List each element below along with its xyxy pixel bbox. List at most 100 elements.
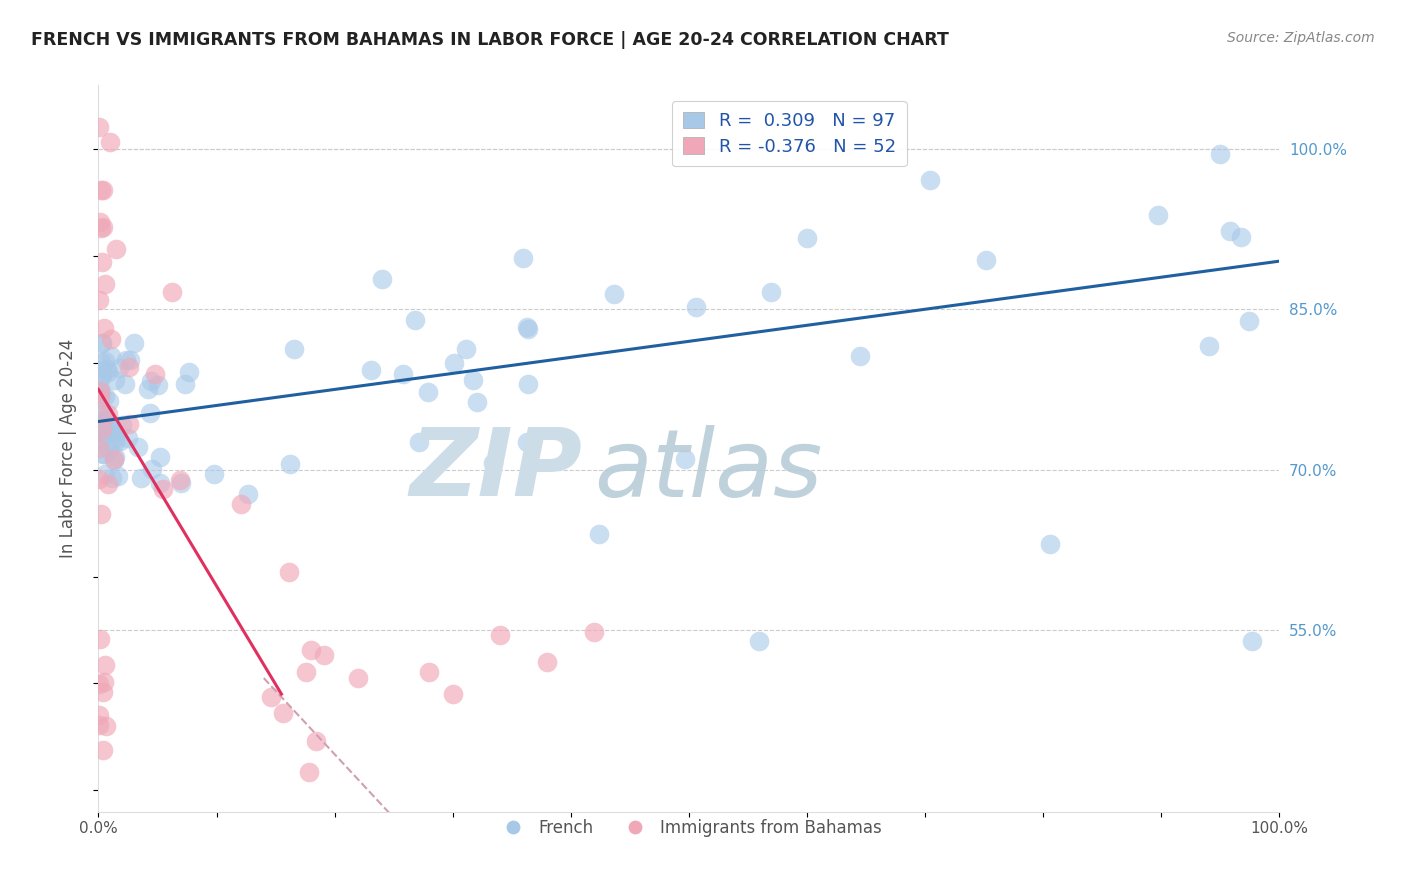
Point (229, 497, 252, 511)
Point (110, 434, 132, 448)
Point (89, 382, 111, 396)
Point (89, 392, 111, 406)
Text: Source: ZipAtlas.com: Source: ZipAtlas.com (1227, 31, 1375, 45)
Point (90, 432, 112, 446)
Point (169, 473, 191, 487)
Point (685, 300, 707, 314)
Point (482, 456, 505, 470)
Point (370, 272, 392, 286)
Point (454, 342, 477, 356)
Point (138, 406, 160, 420)
Point (96, 361, 118, 376)
Point (93, 277, 115, 291)
Point (143, 367, 166, 381)
Point (89, 401, 111, 416)
Point (90, 401, 112, 416)
Point (100, 421, 122, 435)
Point (89, 632, 111, 647)
Point (152, 482, 174, 496)
Point (278, 457, 301, 471)
Point (96, 413, 118, 427)
Point (238, 486, 260, 500)
Point (91, 335, 114, 350)
Point (91, 447, 114, 461)
Point (603, 286, 626, 301)
Point (1240, 633, 1263, 648)
Point (87, 708, 110, 723)
Point (89, 384, 111, 399)
Point (277, 565, 299, 579)
Point (101, 420, 124, 434)
Point (517, 321, 540, 335)
Point (89, 370, 111, 384)
Point (93, 413, 115, 427)
Point (97, 476, 120, 491)
Point (90, 386, 112, 401)
Point (87, 120, 110, 134)
Point (91, 368, 114, 383)
Point (91, 219, 114, 234)
Point (104, 372, 127, 386)
Point (104, 432, 127, 446)
Point (129, 471, 152, 485)
Point (516, 377, 538, 392)
Point (114, 353, 136, 368)
Point (297, 765, 319, 780)
Point (89, 429, 111, 443)
Point (588, 526, 610, 541)
Point (1230, 230, 1253, 244)
Point (100, 421, 122, 435)
Point (170, 476, 193, 491)
Point (93, 684, 115, 698)
Point (87, 472, 110, 486)
Point (416, 384, 439, 399)
Point (91, 424, 114, 438)
Point (260, 690, 283, 705)
Point (465, 394, 488, 409)
Point (1198, 339, 1220, 353)
Point (673, 452, 696, 467)
Point (461, 373, 484, 387)
Point (94, 414, 117, 428)
Point (441, 687, 464, 701)
Point (104, 425, 127, 439)
Point (90, 422, 112, 436)
Point (89, 215, 111, 229)
Point (136, 383, 159, 397)
Point (139, 374, 162, 388)
Point (1209, 146, 1232, 161)
Point (93, 320, 115, 334)
Point (89, 221, 111, 235)
Point (141, 462, 163, 476)
Point (146, 377, 169, 392)
Point (94, 719, 117, 733)
Point (271, 706, 294, 720)
Point (118, 417, 141, 431)
Point (392, 368, 415, 382)
Point (295, 665, 318, 680)
Point (976, 252, 998, 267)
Point (283, 342, 305, 356)
Point (107, 469, 129, 483)
Point (96, 407, 118, 421)
Point (108, 360, 131, 375)
Point (111, 417, 134, 432)
Y-axis label: In Labor Force | Age 20-24: In Labor Force | Age 20-24 (59, 339, 77, 558)
Point (1239, 313, 1261, 327)
Point (174, 376, 197, 391)
Point (918, 173, 941, 187)
Point (404, 313, 426, 327)
Point (177, 365, 200, 379)
Point (408, 435, 430, 450)
Point (202, 467, 225, 482)
Point (100, 471, 122, 485)
Point (91, 743, 114, 757)
Point (117, 431, 139, 445)
Point (1147, 208, 1170, 222)
Point (89, 384, 111, 399)
Point (90, 355, 112, 369)
Point (360, 363, 382, 377)
Point (489, 628, 512, 642)
Point (100, 332, 122, 346)
Point (536, 655, 558, 669)
